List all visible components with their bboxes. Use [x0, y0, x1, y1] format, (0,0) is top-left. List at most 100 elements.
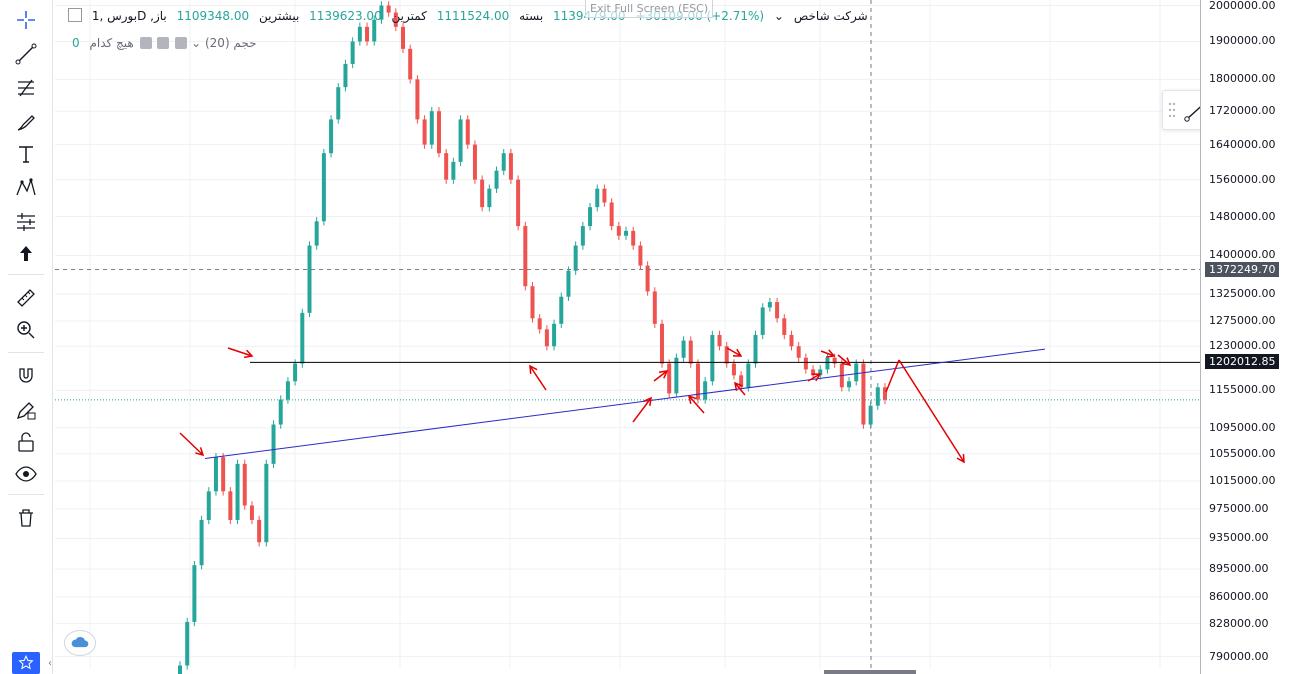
candle-body — [408, 48, 413, 80]
annotation-arrow-head — [842, 357, 852, 367]
price-tick-label: 1015000.00 — [1209, 473, 1276, 487]
exit-fullscreen-button[interactable]: Exit Full Screen (ESC) — [585, 0, 714, 18]
candle-body — [458, 119, 463, 162]
pattern-tool-icon[interactable] — [10, 174, 42, 202]
chevron-down-icon[interactable]: ⌄ — [773, 9, 784, 23]
ruler-icon[interactable] — [10, 284, 42, 312]
price-tick-label: 1325000.00 — [1209, 287, 1276, 301]
zoom-in-icon[interactable] — [10, 316, 42, 344]
volume-label[interactable]: حجم (20) — [204, 36, 257, 50]
candle-body — [588, 207, 593, 227]
candle-body — [688, 340, 693, 364]
symbol-title[interactable]: بورس ,1D ,شرکت شاخص — [91, 9, 868, 23]
candle-body — [257, 519, 262, 543]
close-label: بسته — [519, 9, 544, 23]
brush-icon[interactable] — [10, 108, 42, 136]
settings-icon[interactable] — [175, 37, 188, 49]
annotation-arrow-line — [726, 347, 742, 357]
candle-body — [264, 463, 269, 543]
chevron-down-icon[interactable]: ⌄ — [191, 36, 202, 50]
price-tick-label: 1155000.00 — [1209, 383, 1276, 397]
crosshair-icon[interactable] — [10, 6, 42, 34]
text-tool-icon[interactable] — [10, 140, 42, 168]
candle-body — [508, 153, 513, 180]
candle-body — [494, 170, 499, 189]
close-icon[interactable] — [139, 37, 152, 49]
annotation-arrow-head — [732, 348, 743, 357]
visibility-icon[interactable] — [157, 37, 170, 49]
volume-extra: 0 — [72, 36, 80, 50]
annotation-arrow-head — [243, 349, 254, 359]
candle-body — [379, 5, 384, 20]
price-tick-label: 1480000.00 — [1209, 209, 1276, 223]
annotation-arrow-line — [227, 347, 253, 357]
price-tick-label: 1900000.00 — [1209, 34, 1276, 48]
candle-body — [436, 111, 441, 154]
candle-body — [753, 334, 758, 364]
volume-legend: حجم (20) ⌄ هیچ کدام 0 — [68, 36, 257, 50]
eye-icon[interactable] — [10, 460, 42, 488]
candle-body — [789, 334, 794, 347]
price-tick-label: 895000.00 — [1209, 562, 1269, 576]
candle-body — [329, 119, 334, 154]
candle-body — [293, 363, 298, 382]
price-axis[interactable]: 2000000.00 1900000.00 1800000.00 1720000.00… — [1200, 0, 1308, 674]
candle-body — [357, 26, 362, 42]
candle-body — [782, 318, 787, 335]
candle-body — [178, 665, 182, 674]
candle-body — [667, 363, 672, 394]
annotation-arrow-line — [885, 359, 900, 393]
candle-body — [192, 565, 197, 622]
candle-body — [854, 363, 859, 382]
time-scroll-handle[interactable] — [824, 670, 916, 674]
candle-body — [717, 334, 722, 347]
fib-tool-icon[interactable] — [10, 74, 42, 102]
candle-body — [422, 119, 427, 145]
annotation-arrow-line — [653, 370, 668, 382]
annotation-arrow-head — [825, 349, 836, 358]
candle-body — [271, 424, 276, 464]
lock-pencil-icon[interactable] — [10, 396, 42, 424]
candle-body — [580, 226, 585, 246]
candle-body — [811, 369, 816, 376]
candle-body — [746, 363, 751, 388]
annotation-arrow-head — [658, 370, 669, 379]
candle-body — [221, 457, 226, 492]
candle-body — [278, 399, 283, 425]
candle-body — [609, 202, 614, 227]
favorites-star-icon[interactable] — [12, 652, 40, 674]
price-tick-label: 1720000.00 — [1209, 104, 1276, 118]
candle-body — [401, 26, 406, 49]
legend-toggle-box[interactable] — [68, 8, 82, 22]
candle-body — [544, 329, 549, 347]
candle-body — [796, 346, 801, 358]
trash-icon[interactable] — [10, 504, 42, 532]
price-tick-label: 790000.00 — [1209, 649, 1269, 663]
cloud-icon[interactable] — [64, 630, 96, 656]
candle-body — [552, 323, 557, 347]
magnet-icon[interactable] — [10, 362, 42, 390]
price-tick-label: 1640000.00 — [1209, 137, 1276, 151]
hline-price-label: 1202012.85 — [1205, 354, 1280, 370]
candle-body — [674, 357, 679, 394]
prediction-tool-icon[interactable] — [10, 208, 42, 236]
annotation-arrow-line — [820, 350, 835, 357]
candle-body — [818, 369, 823, 376]
candle-body — [624, 230, 629, 236]
candle-body — [595, 188, 600, 208]
price-tick-label: 975000.00 — [1209, 502, 1269, 516]
candle-body — [659, 323, 664, 364]
lock-icon[interactable] — [10, 428, 42, 456]
arrow-up-icon[interactable] — [10, 240, 42, 268]
collapse-toolbar-icon[interactable]: ‹ — [48, 658, 52, 669]
price-tick-label: 1275000.00 — [1209, 314, 1276, 328]
candle-body — [472, 144, 477, 180]
annotation-arrow-head — [811, 373, 822, 382]
drawing-toolbar — [0, 0, 53, 674]
trend-line-icon[interactable] — [10, 40, 42, 68]
candle-body — [681, 340, 686, 358]
candle-body — [775, 302, 780, 319]
price-tick-label: 1400000.00 — [1209, 248, 1276, 262]
annotation-arrow-head — [956, 453, 965, 464]
